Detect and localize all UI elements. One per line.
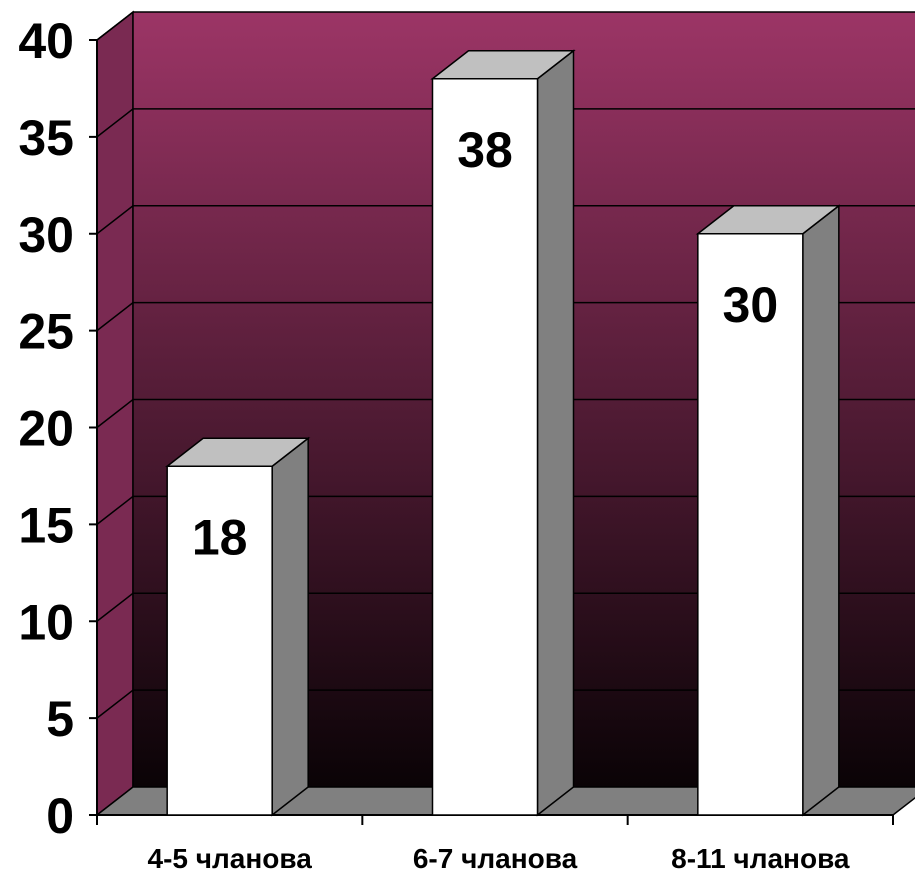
y-tick-label: 10 [18,594,74,650]
gridlines [96,11,915,719]
data-label: 18 [192,509,248,565]
bars [164,49,842,817]
gridline-10 [96,592,915,622]
gridline-20 [96,398,915,429]
data-label: 38 [457,122,513,178]
y-tick-label: 15 [18,497,74,553]
bar-side [536,49,575,817]
y-tick-label: 5 [46,691,74,747]
gridline-30 [96,205,915,235]
bar-front [166,465,273,816]
bar-front [697,233,804,816]
x-category-label: 8-11 чланова [671,843,850,872]
x-category-labels: 4-5 чланова 6-7 чланова 8-11 чланова [148,843,850,872]
y-tick-labels: 0 5 10 15 20 25 30 35 40 [18,13,74,844]
data-labels: 18 38 30 [192,122,778,566]
gridline-5 [96,689,915,719]
bar-side [802,204,840,817]
gridline-40 [96,11,915,41]
bar-front [431,78,539,816]
gridline-15 [96,495,915,525]
bar-4-5 чланова [164,436,311,817]
y-tick-label: 20 [18,401,74,457]
y-tick-label: 25 [18,304,74,360]
gridline-25 [96,301,915,332]
bar-8-11 чланова [695,204,842,817]
bar-side [271,436,309,817]
y-tick-label: 40 [18,13,74,69]
x-category-label: 6-7 чланова [413,843,578,872]
x-category-label: 4-5 чланова [148,843,313,872]
bar-6-7 чланова [430,49,576,817]
data-label: 30 [723,277,779,333]
gridline-35 [96,108,915,138]
y-tick-label: 30 [18,207,74,263]
y-tick-label: 35 [18,110,74,166]
y-tick-label: 0 [46,788,74,844]
